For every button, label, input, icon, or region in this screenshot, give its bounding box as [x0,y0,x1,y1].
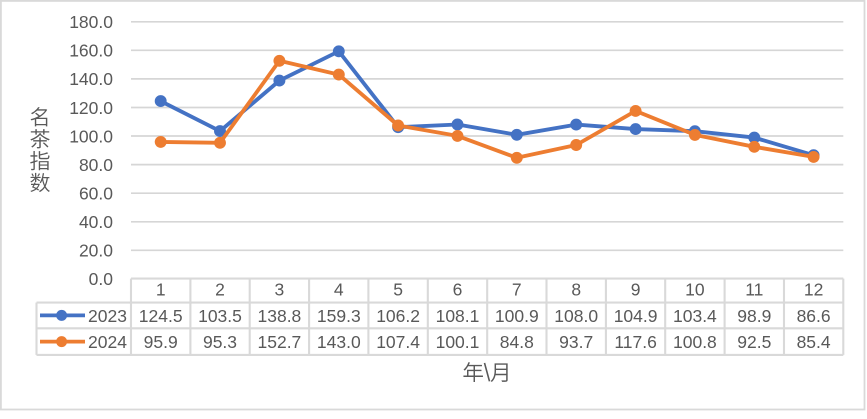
svg-text:80.0: 80.0 [79,155,113,175]
svg-text:159.3: 159.3 [317,306,361,326]
svg-text:100.9: 100.9 [495,306,539,326]
svg-text:5: 5 [393,280,403,300]
svg-text:10: 10 [685,280,705,300]
svg-text:85.4: 85.4 [797,332,831,352]
svg-text:143.0: 143.0 [317,332,361,352]
svg-text:9: 9 [631,280,641,300]
svg-text:12: 12 [804,280,823,300]
svg-text:180.0: 180.0 [69,12,113,32]
svg-text:3: 3 [275,280,285,300]
svg-text:2: 2 [215,280,225,300]
svg-text:100.1: 100.1 [436,332,480,352]
svg-text:20.0: 20.0 [79,241,113,261]
svg-text:103.5: 103.5 [198,306,242,326]
svg-text:40.0: 40.0 [79,212,113,232]
svg-text:100.8: 100.8 [673,332,717,352]
svg-text:11: 11 [745,280,763,300]
svg-text:84.8: 84.8 [500,332,534,352]
svg-text:124.5: 124.5 [139,306,183,326]
svg-text:95.3: 95.3 [203,332,237,352]
svg-text:106.2: 106.2 [376,306,420,326]
svg-text:4: 4 [334,280,344,300]
svg-text:60.0: 60.0 [79,184,113,204]
svg-text:6: 6 [453,280,463,300]
svg-text:138.8: 138.8 [258,306,302,326]
svg-text:152.7: 152.7 [258,332,302,352]
svg-text:108.0: 108.0 [554,306,598,326]
svg-text:92.5: 92.5 [737,332,771,352]
svg-text:140.0: 140.0 [69,69,113,89]
svg-text:104.9: 104.9 [614,306,658,326]
svg-text:2024: 2024 [88,332,127,352]
svg-text:8: 8 [571,280,581,300]
svg-text:117.6: 117.6 [614,332,657,352]
svg-text:95.9: 95.9 [144,332,178,352]
svg-text:2023: 2023 [88,306,127,326]
svg-text:103.4: 103.4 [673,306,717,326]
svg-text:93.7: 93.7 [559,332,593,352]
svg-text:100.0: 100.0 [69,126,113,146]
svg-text:98.9: 98.9 [737,306,771,326]
svg-text:160.0: 160.0 [69,41,113,61]
svg-text:120.0: 120.0 [69,98,113,118]
svg-text:107.4: 107.4 [376,332,420,352]
svg-text:86.6: 86.6 [797,306,831,326]
svg-text:7: 7 [512,280,522,300]
svg-text:1: 1 [156,280,166,300]
svg-text:0.0: 0.0 [89,269,114,289]
svg-text:108.1: 108.1 [436,306,480,326]
